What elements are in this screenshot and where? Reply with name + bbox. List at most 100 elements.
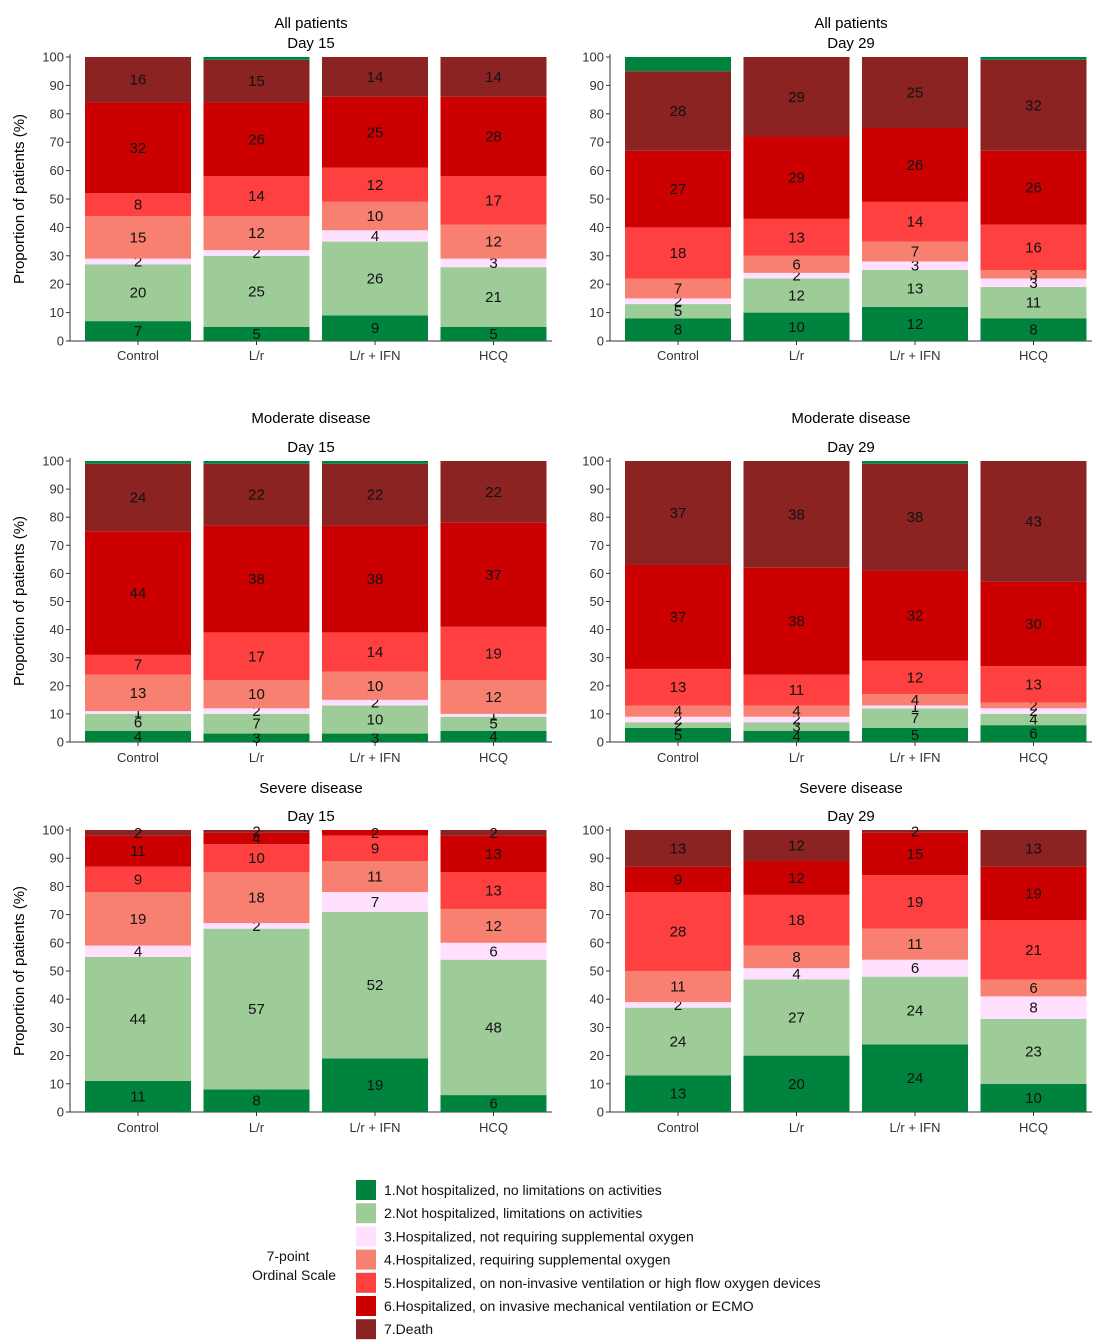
bar-segment	[743, 894, 850, 946]
bar-segment	[625, 830, 731, 867]
data-label: 8	[134, 197, 142, 214]
data-label: 10	[248, 686, 265, 703]
data-label: 5	[489, 326, 497, 343]
bar-segment	[322, 96, 428, 168]
data-label: 52	[367, 977, 384, 994]
bar-segment	[203, 59, 310, 103]
y-tick-label: 0	[57, 334, 64, 349]
data-label: 4	[489, 728, 497, 745]
data-label: 2	[134, 825, 142, 842]
bar-segment	[440, 267, 547, 327]
data-label: 28	[670, 924, 687, 941]
data-label: 14	[485, 69, 502, 86]
data-label: 38	[248, 571, 265, 588]
data-label: 38	[788, 613, 805, 630]
y-tick-label: 50	[590, 192, 604, 207]
data-label: 2	[674, 293, 682, 310]
bar-segment	[440, 835, 547, 873]
bar-segment	[980, 287, 1087, 319]
data-label: 7	[252, 716, 260, 733]
bar-segment	[85, 264, 191, 322]
y-tick-label: 0	[597, 1105, 604, 1120]
data-label: 29	[788, 89, 805, 106]
x-tick-label: L/r	[249, 1120, 265, 1135]
bar-segment	[862, 830, 968, 833]
bar-segment	[440, 959, 547, 1096]
bar-segment	[743, 674, 850, 706]
data-label: 9	[371, 840, 379, 857]
data-label: 2	[674, 997, 682, 1014]
bar-segment	[625, 722, 731, 728]
data-label: 26	[907, 157, 924, 174]
y-tick-label: 70	[590, 538, 604, 553]
data-label: 22	[367, 487, 384, 504]
data-label: 13	[1025, 676, 1042, 693]
data-label: 15	[130, 229, 147, 246]
bar-segment	[440, 872, 547, 909]
data-label: 38	[907, 509, 924, 526]
data-label: 6	[911, 960, 919, 977]
y-tick-label: 20	[50, 1048, 64, 1063]
legend-swatch	[356, 1296, 376, 1316]
bar-segment	[980, 866, 1087, 921]
bar-segment	[625, 227, 731, 279]
data-label: 29	[788, 170, 805, 187]
bar-segment	[322, 705, 428, 734]
panel-title: All patients	[814, 15, 887, 32]
legend-swatch	[356, 1319, 376, 1340]
panel-title: Moderate disease	[791, 410, 910, 427]
bar-segment	[743, 461, 850, 568]
data-label: 12	[248, 225, 265, 242]
y-tick-label: 30	[50, 650, 64, 665]
bar-segment	[85, 654, 191, 675]
data-label: 4	[134, 728, 142, 745]
x-tick-label: HCQ	[479, 1120, 508, 1135]
y-tick-label: 60	[50, 935, 64, 950]
bar-segment	[322, 911, 428, 1059]
bar-segment	[743, 1055, 850, 1112]
bar-segment	[625, 716, 731, 723]
bar-segment	[980, 708, 1087, 714]
bar-segment	[85, 713, 191, 731]
bar-segment	[85, 216, 191, 259]
bar-segment	[625, 971, 731, 1003]
bar-segment	[322, 461, 428, 464]
bar-segment	[440, 716, 547, 731]
bar-segment	[85, 463, 191, 532]
data-label: 11	[789, 682, 805, 699]
legend-swatch	[356, 1249, 376, 1270]
panel-title: All patients	[274, 15, 347, 32]
bar-segment	[440, 713, 547, 717]
bar-segment	[743, 312, 850, 341]
x-tick-label: Control	[117, 1120, 159, 1135]
legend-item-label: 7.Death	[384, 1321, 433, 1337]
bar-segment	[980, 1083, 1087, 1112]
data-label: 4	[134, 943, 142, 960]
y-tick-label: 70	[50, 538, 64, 553]
legend-title: Ordinal Scale	[252, 1267, 336, 1283]
bar-segment	[625, 564, 731, 669]
y-tick-label: 0	[57, 735, 64, 750]
data-label: 19	[130, 911, 147, 928]
y-tick-label: 30	[590, 248, 604, 263]
bar-segment	[322, 861, 428, 893]
bar-segment	[322, 733, 428, 742]
bar-segment	[862, 875, 968, 929]
data-label: 18	[670, 245, 687, 262]
bar-segment	[980, 57, 1087, 60]
panel-title: Severe disease	[799, 780, 902, 797]
y-tick-label: 80	[590, 879, 604, 894]
panel-title: Day 15	[287, 35, 335, 52]
panel-3: Moderate disease Day 29 0 10 20 30 40 50 60 70 80 9…	[582, 410, 1092, 765]
legend-swatch	[356, 1226, 376, 1247]
y-tick-label: 40	[50, 992, 64, 1007]
bar-segment	[203, 176, 310, 217]
y-tick-label: 90	[50, 78, 64, 93]
data-label: 24	[907, 1070, 924, 1087]
panel-title: Day 15	[287, 808, 335, 825]
y-tick-label: 60	[50, 163, 64, 178]
legend-item-label: 6.Hospitalized, on invasive mechanical v…	[384, 1298, 754, 1314]
bar-segment	[85, 258, 191, 265]
data-label: 13	[670, 840, 687, 857]
bar-segment	[85, 102, 191, 194]
